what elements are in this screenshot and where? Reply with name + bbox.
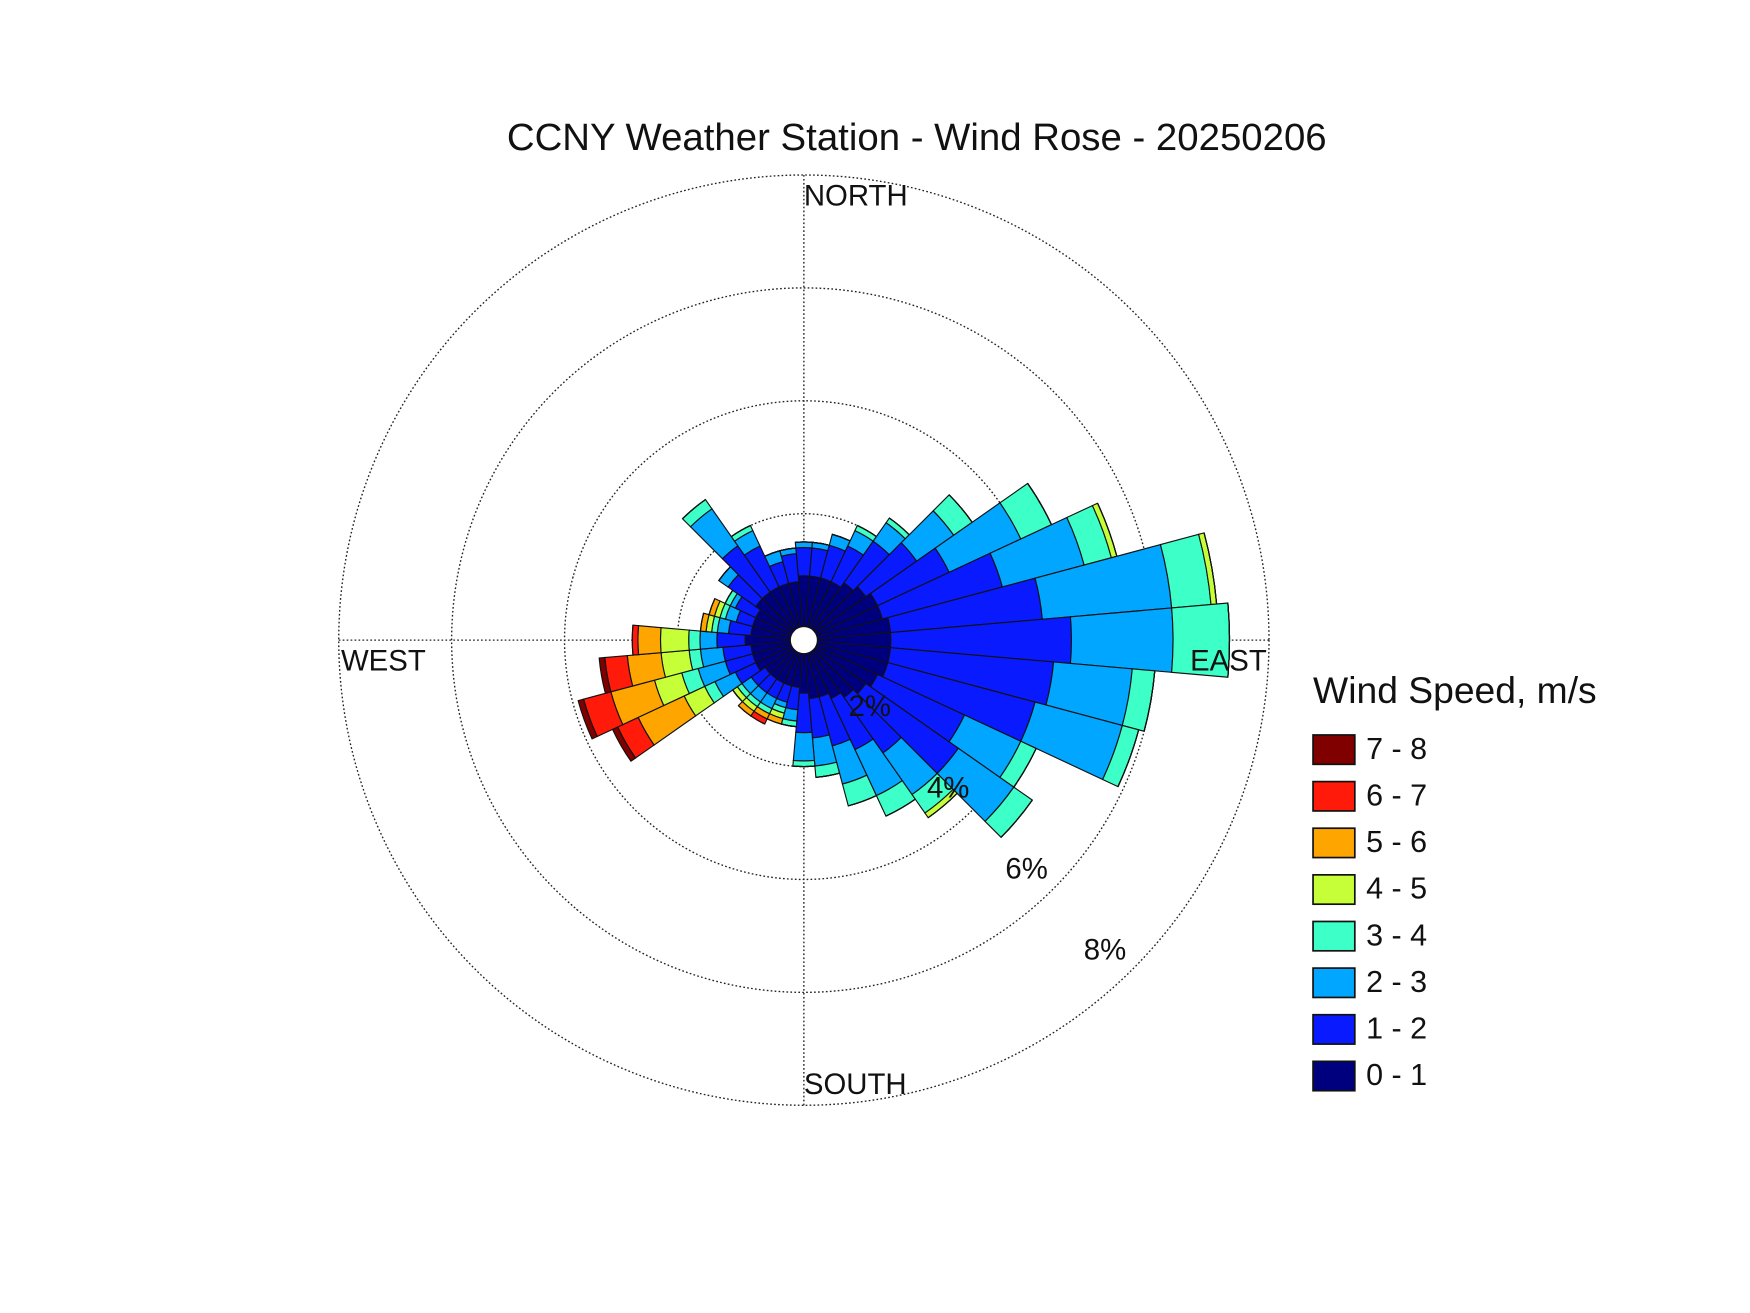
wedge [637, 625, 662, 656]
wedge [1069, 607, 1174, 673]
wedge [848, 795, 877, 807]
wedge [792, 759, 816, 768]
legend-swatch [1312, 967, 1356, 999]
legend-label: 7 - 8 [1366, 732, 1427, 766]
legend-label: 3 - 4 [1366, 918, 1427, 952]
legend-swatch [1312, 780, 1356, 812]
legend-swatch [1312, 873, 1356, 906]
legend-label: 6 - 7 [1366, 778, 1427, 812]
r-tick-label: 6% [1005, 853, 1047, 886]
direction-label: WEST [341, 644, 426, 677]
chart-title: CCNY Weather Station - Wind Rose - 20250… [507, 116, 1327, 159]
legend-label: 4 - 5 [1366, 872, 1427, 906]
bars [577, 482, 1231, 839]
wedge [738, 705, 752, 717]
wedge [794, 541, 814, 549]
legend-label: 1 - 2 [1366, 1012, 1427, 1046]
legend-swatch [1312, 827, 1356, 859]
wedge [577, 698, 598, 740]
legend-label: 2 - 3 [1366, 965, 1427, 999]
wedge [927, 793, 958, 819]
wedge [792, 731, 816, 762]
wedge [699, 630, 718, 650]
r-tick-label: 2% [849, 690, 891, 723]
wedge [1227, 602, 1231, 678]
wedge [699, 613, 705, 632]
legend-title: Wind Speed, m/s [1313, 669, 1597, 711]
legend-swatch [1312, 1060, 1356, 1092]
direction-label: EAST [1190, 644, 1267, 677]
wedge [631, 625, 634, 656]
legend-label: 0 - 1 [1366, 1058, 1427, 1092]
legend-swatch [1312, 920, 1356, 952]
overlay: 2% 4% 6% 8% NORTH EAST SOUTH WEST [341, 179, 1267, 1101]
direction-label: NORTH [804, 179, 908, 212]
wedge [779, 547, 796, 552]
legend-swatch [1312, 734, 1356, 766]
wedge [688, 629, 702, 651]
r-tick-label: 4% [927, 771, 969, 804]
center-hole [789, 626, 818, 655]
legend-swatch [1312, 1013, 1356, 1045]
wedge [598, 656, 612, 695]
wedge [1000, 799, 1033, 838]
wedge [682, 499, 706, 520]
r-tick-label: 8% [1084, 934, 1126, 967]
legend-label: 5 - 6 [1366, 825, 1427, 859]
wedge [659, 627, 690, 654]
wedge [631, 624, 640, 656]
wedge [1117, 729, 1140, 787]
direction-label: SOUTH [804, 1068, 907, 1101]
